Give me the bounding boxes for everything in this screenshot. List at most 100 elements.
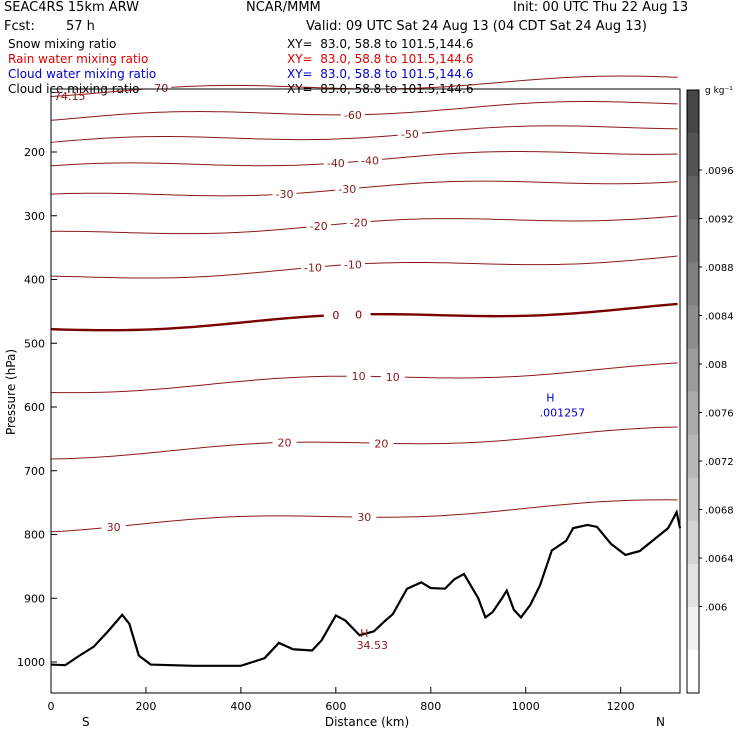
- isotherm-label: -20: [350, 216, 368, 229]
- isotherm-label: 10: [352, 370, 366, 383]
- colorbar-cell: [687, 133, 699, 177]
- forecast-hour: 57 h: [66, 19, 95, 34]
- colorbar-cell: [687, 90, 699, 134]
- isotherm-label: 0: [355, 308, 362, 321]
- colorbar-tick-label: .0076: [705, 409, 734, 420]
- y-axis-title: Pressure (hPa): [4, 349, 18, 435]
- north-label: N: [656, 715, 665, 729]
- south-label: S: [82, 715, 90, 729]
- isotherm-label: 30: [107, 521, 121, 534]
- colorbar-cell: [687, 348, 699, 392]
- isotherm-label: -30: [276, 188, 294, 201]
- isotherm-label-bg: [340, 257, 365, 270]
- colorbar-tick-label: .0068: [705, 506, 734, 517]
- x-tick-label: 600: [325, 700, 346, 713]
- colorbar-cell: [687, 606, 699, 651]
- isotherm-label: -20: [310, 220, 328, 233]
- isotherm-label-bg: [301, 260, 326, 273]
- colorbar-cell: [687, 563, 699, 608]
- y-tick-label: 400: [24, 274, 45, 287]
- isotherm-label-bg: [346, 369, 371, 382]
- isotherm-label: -30: [338, 183, 356, 196]
- isotherm-label: 20: [374, 437, 388, 450]
- isotherm-label-bg: [346, 307, 371, 320]
- temp-max-symbol: H: [360, 627, 368, 640]
- colorbar-tick-label: .008: [705, 360, 727, 371]
- colorbar-frame: [686, 89, 700, 694]
- field-xy-cloud-water: XY= 83.0, 58.8 to 101.5,144.6: [287, 67, 474, 81]
- isotherm-label: -50: [401, 128, 419, 141]
- x-tick-label: 0: [48, 700, 55, 713]
- terrain-line: [50, 509, 682, 667]
- x-tick-label: 1200: [607, 700, 635, 713]
- temperature-contours: -70-60-50-40 -40-30 -30-20 -20-10 -100 010 102…: [50, 75, 678, 534]
- y-tick-label: 900: [24, 592, 45, 605]
- isotherm-label-bg: [101, 519, 126, 532]
- colorbar-tick-label: .0096: [705, 166, 734, 177]
- isotherm-label-bg: [335, 182, 360, 195]
- isotherm-label-bg: [346, 215, 371, 228]
- colorbar-cell: [687, 305, 699, 349]
- isotherm-label: -40: [327, 157, 345, 170]
- y-tick-label: 500: [24, 337, 45, 350]
- y-tick-label: 200: [24, 146, 45, 159]
- colorbar-cell: [687, 649, 699, 694]
- colorbar-unit: g kg⁻¹: [705, 86, 733, 96]
- x-tick-label: 800: [420, 700, 441, 713]
- colorbar: .0096 .0092 .0088 .0084 .008 .0076 .0072 .0068.…: [686, 89, 734, 694]
- isotherm--50: [50, 125, 678, 143]
- isotherm--30: [50, 180, 678, 197]
- isotherm-label: -40: [361, 154, 379, 167]
- terrain-profile: [50, 509, 682, 667]
- isotherm-label: 0: [332, 309, 339, 322]
- forecast-label: Fcst:: [4, 19, 35, 34]
- colorbar-tick-label: .006: [705, 603, 727, 614]
- colorbar-tick-label: .0072: [705, 457, 734, 468]
- colorbar-tick-label: .0084: [705, 312, 734, 323]
- isotherm-label-bg: [306, 219, 331, 232]
- model-title: SEAC4RS 15km ARW: [4, 0, 140, 15]
- isotherm-label: -10: [304, 261, 322, 274]
- isotherm-label-bg: [323, 156, 348, 169]
- init-time: Init: 00 UTC Thu 22 Aug 13: [513, 0, 689, 15]
- y-tick-label: 1000: [17, 656, 45, 669]
- colorbar-tick-label: .0064: [705, 554, 734, 565]
- colorbar-cell: [687, 262, 699, 306]
- colorbar-cell: [687, 391, 699, 436]
- x-tick-label: 1000: [512, 700, 540, 713]
- colorbar-cell: [687, 477, 699, 522]
- isotherm--70: [50, 75, 678, 98]
- temp-max-value: 34.53: [357, 639, 389, 652]
- isotherm-label-bg: [397, 127, 422, 140]
- valid-time: Valid: 09 UTC Sat 24 Aug 13 (04 CDT Sat …: [306, 19, 647, 34]
- isotherm-label-bg: [352, 510, 377, 523]
- y-tick-label: 700: [24, 465, 45, 478]
- center-title: NCAR/MMM: [246, 0, 321, 15]
- isotherm-label-bg: [272, 435, 297, 448]
- isotherm-label-bg: [380, 369, 405, 382]
- isotherm-label-bg: [340, 107, 365, 120]
- max-marker-value: .001257: [540, 407, 586, 420]
- x-axis: 0 200 400 600 800 1000 1200: [48, 687, 635, 713]
- isotherm-label: 10: [386, 371, 400, 384]
- corner-value: 74.15: [54, 90, 86, 103]
- isotherm-label-bg: [323, 308, 348, 321]
- isotherm-label-bg: [147, 81, 172, 94]
- isotherm-label-bg: [358, 153, 383, 166]
- y-tick-label: 300: [24, 210, 45, 223]
- max-marker-symbol: H: [546, 392, 554, 405]
- colorbar-cell: [687, 219, 699, 263]
- colorbar-cell: [687, 520, 699, 565]
- isotherm-label-bg: [369, 436, 394, 449]
- x-axis-title: Distance (km): [325, 715, 409, 729]
- isotherm-label-bg: [272, 187, 297, 200]
- isotherm-20: [50, 426, 678, 460]
- x-tick-label: 400: [230, 700, 251, 713]
- y-tick-label: 600: [24, 401, 45, 414]
- y-axis: 200 300 400 500 600 700 800 900 1000: [17, 146, 57, 669]
- field-label-rain: Rain water mixing ratio: [8, 52, 149, 66]
- field-xy-snow: XY= 83.0, 58.8 to 101.5,144.6: [287, 37, 474, 51]
- colorbar-tick-label: .0092: [705, 215, 734, 226]
